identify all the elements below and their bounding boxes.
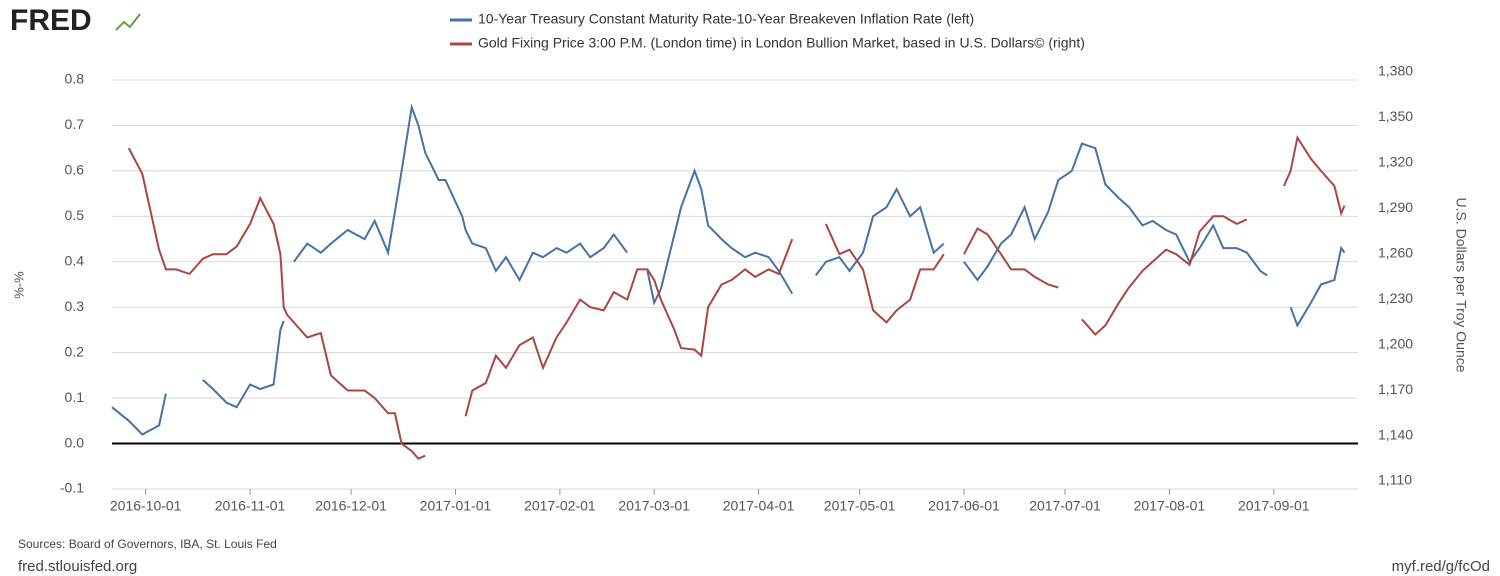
y-tick-label: 0.7 [65, 116, 85, 132]
y-tick-label: 0.5 [65, 207, 85, 223]
y-tick-label: 0.6 [65, 162, 85, 178]
y-tick-label: 0.8 [65, 71, 85, 87]
x-tick-label: 2017-06-01 [928, 498, 1000, 514]
sources: Sources: Board of Governors, IBA, St. Lo… [18, 537, 277, 551]
x-tick-label: 2017-04-01 [723, 498, 795, 514]
y-tick-label: 0.3 [65, 298, 85, 314]
logo: FRED [10, 4, 92, 37]
y2-tick-label: 1,320 [1378, 154, 1413, 170]
x-tick-label: 2017-09-01 [1238, 498, 1310, 514]
y2-tick-label: 1,140 [1378, 426, 1413, 442]
left-axis-label: %-% [11, 271, 26, 299]
x-tick-label: 2017-07-01 [1029, 498, 1101, 514]
x-tick-label: 2016-10-01 [110, 498, 182, 514]
series-line [127, 134, 1346, 460]
x-tick-label: 2017-05-01 [824, 498, 896, 514]
y-tick-label: 0.1 [65, 389, 85, 405]
x-tick-label: 2017-02-01 [524, 498, 596, 514]
legend-label: Gold Fixing Price 3:00 P.M. (London time… [478, 35, 1085, 51]
y2-tick-label: 1,230 [1378, 290, 1413, 306]
y-tick-label: 0.2 [65, 343, 85, 359]
x-tick-label: 2017-01-01 [420, 498, 492, 514]
x-tick-label: 2017-03-01 [618, 498, 690, 514]
y-tick-label: 0.4 [65, 252, 85, 268]
y2-tick-label: 1,290 [1378, 199, 1413, 215]
y-tick-label: -0.1 [60, 480, 84, 496]
legend-label: 10-Year Treasury Constant Maturity Rate-… [478, 11, 974, 27]
x-tick-label: 2017-08-01 [1134, 498, 1206, 514]
series-line [111, 103, 1346, 436]
site: fred.stlouisfed.org [18, 558, 137, 575]
x-tick-label: 2016-12-01 [315, 498, 387, 514]
y2-tick-label: 1,350 [1378, 108, 1413, 124]
x-tick-label: 2016-11-01 [215, 498, 286, 514]
y2-tick-label: 1,260 [1378, 244, 1413, 260]
logo-icon [115, 13, 141, 31]
y2-tick-label: 1,200 [1378, 335, 1413, 351]
link: myf.red/g/fcOd [1392, 558, 1490, 575]
y2-tick-label: 1,380 [1378, 63, 1413, 79]
y-tick-label: 0.0 [65, 434, 85, 450]
right-axis-label: U.S. Dollars per Troy Ounce [1453, 197, 1469, 372]
y2-tick-label: 1,170 [1378, 381, 1413, 397]
y2-tick-label: 1,110 [1378, 472, 1412, 488]
